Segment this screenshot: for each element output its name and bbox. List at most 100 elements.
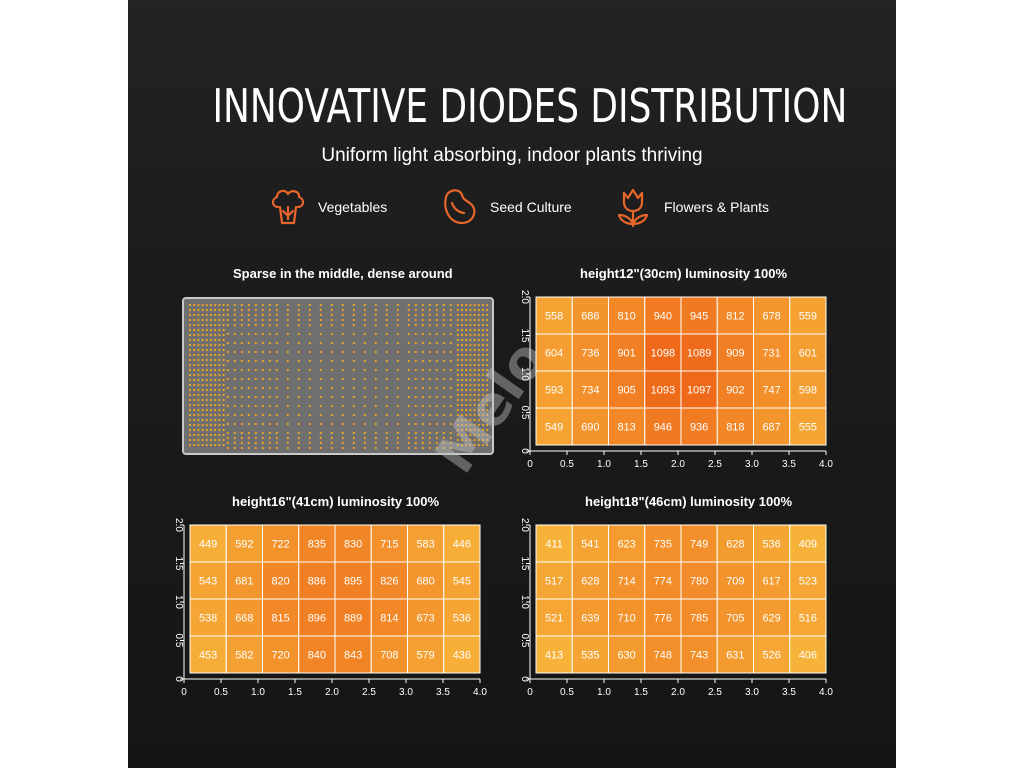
diode (218, 418, 221, 422)
diode (469, 323, 472, 327)
diode (486, 358, 489, 362)
diode (233, 359, 236, 363)
x-tick-label: 3.0 (745, 687, 759, 698)
heatmap-cell (298, 524, 336, 563)
diode (222, 428, 225, 432)
diode (477, 403, 480, 407)
diode (297, 446, 300, 450)
diode (449, 441, 452, 445)
heatmap-cell (789, 561, 827, 600)
diode (268, 422, 271, 426)
diode (201, 328, 204, 332)
heatmap-value: 830 (344, 539, 362, 551)
diode (435, 341, 438, 345)
diode (469, 383, 472, 387)
diode (442, 404, 445, 408)
diode (469, 338, 472, 342)
diode (193, 343, 196, 347)
diode (197, 373, 200, 377)
diode (442, 341, 445, 345)
diode (214, 318, 217, 322)
diode (218, 348, 221, 352)
diode (421, 318, 424, 322)
heatmap-value: 623 (617, 539, 635, 551)
diode (254, 413, 257, 417)
diode (481, 353, 485, 357)
diode (341, 436, 344, 440)
diode (233, 341, 236, 345)
diode (460, 408, 464, 412)
y-tick-label: 0.5 (519, 634, 530, 648)
heatmap-value: 843 (344, 650, 362, 662)
diode (352, 422, 355, 426)
diode (396, 436, 399, 440)
diode (481, 398, 485, 402)
diode (188, 363, 192, 367)
diode (442, 386, 445, 390)
diode (275, 446, 278, 450)
diode (486, 393, 489, 397)
diode (407, 318, 410, 322)
diode (268, 368, 271, 372)
diode (341, 308, 344, 312)
diode (240, 323, 243, 327)
diode (308, 422, 311, 426)
diode (247, 332, 250, 336)
diode (197, 343, 200, 347)
diode (396, 431, 399, 435)
diode (473, 318, 476, 322)
heatmap-value: 705 (726, 613, 744, 625)
diode (275, 332, 278, 336)
diode (297, 431, 300, 435)
diode (396, 323, 399, 327)
diode (275, 308, 278, 312)
diode (465, 378, 468, 382)
diode (477, 353, 480, 357)
diode (407, 350, 410, 354)
y-tick-label: 2.0 (519, 518, 530, 532)
diode (442, 368, 445, 372)
diode (341, 441, 344, 445)
diode (428, 323, 431, 327)
diode (188, 328, 192, 332)
heatmap-cell (753, 370, 791, 409)
diode (201, 388, 204, 392)
heatmap-cell (608, 370, 646, 409)
diode (473, 308, 476, 312)
diode (209, 408, 213, 412)
diode (226, 441, 229, 445)
diode (297, 341, 300, 345)
diode (218, 433, 221, 437)
diode (197, 398, 200, 402)
diode (188, 378, 192, 382)
diode (188, 323, 192, 327)
heatmap-cell (789, 333, 827, 372)
diode (352, 303, 355, 307)
diode (374, 341, 377, 345)
diode (205, 363, 208, 367)
diode (209, 308, 213, 312)
diode (308, 303, 311, 307)
diode (193, 443, 196, 447)
diode (218, 318, 221, 322)
diode (396, 446, 399, 450)
diode (286, 395, 289, 399)
diode (481, 433, 485, 437)
diode (477, 398, 480, 402)
diode (233, 313, 236, 317)
diode (442, 446, 445, 450)
diode (407, 404, 410, 408)
diode (341, 377, 344, 381)
heatmap-value: 774 (654, 576, 672, 588)
heatmap-value: 579 (416, 650, 434, 662)
diode (226, 446, 229, 450)
diode (188, 388, 192, 392)
diode (330, 313, 333, 317)
heatmap-value: 601 (799, 348, 817, 360)
diode (209, 303, 213, 307)
diode (465, 318, 468, 322)
diode (396, 332, 399, 336)
diode (481, 383, 485, 387)
diode (442, 422, 445, 426)
diode (197, 328, 200, 332)
